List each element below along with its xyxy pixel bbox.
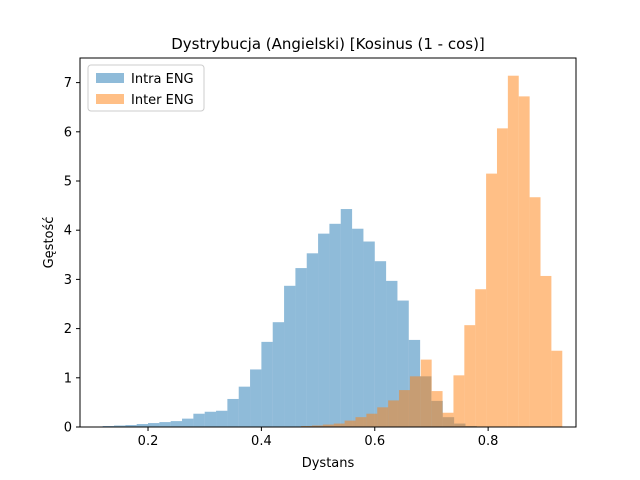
series-2-bar bbox=[377, 407, 389, 427]
series-2-bar bbox=[464, 325, 476, 427]
y-axis: 0 1 2 3 4 5 6 7 bbox=[64, 76, 80, 436]
series-1-bar bbox=[295, 268, 307, 427]
y-tick-label: 4 bbox=[64, 224, 72, 239]
x-axis: 0.2 0.4 0.6 0.8 bbox=[138, 427, 499, 449]
series-2-bar bbox=[442, 412, 454, 427]
series-1-bar bbox=[386, 280, 398, 427]
series-2-bar bbox=[399, 390, 410, 427]
legend-swatch bbox=[96, 73, 124, 83]
series-2-bar bbox=[475, 289, 487, 427]
series-1-bar bbox=[397, 300, 409, 427]
y-tick-label: 0 bbox=[64, 421, 72, 436]
bars-layer bbox=[102, 75, 563, 428]
legend-label: Inter ENG bbox=[131, 93, 194, 108]
series-1-bar bbox=[340, 209, 353, 427]
series-2-bar bbox=[409, 376, 421, 427]
series-2-bar bbox=[311, 425, 323, 427]
series-1-bar bbox=[125, 425, 137, 427]
series-2-bar bbox=[518, 96, 530, 427]
y-tick-label: 7 bbox=[64, 76, 72, 91]
series-1-bar bbox=[136, 424, 149, 427]
legend: Intra ENG Inter ENG bbox=[87, 64, 205, 112]
series-1-bar bbox=[363, 241, 375, 427]
series-1-bar bbox=[272, 322, 285, 427]
series-2-bar bbox=[431, 391, 443, 427]
series-1-bar bbox=[352, 228, 364, 427]
series-1-bar bbox=[329, 223, 341, 427]
series-1-bar bbox=[159, 422, 171, 427]
series-1-bar bbox=[261, 341, 273, 427]
series-1-bar bbox=[306, 253, 319, 427]
series-1-bar bbox=[182, 418, 194, 427]
series-1-bar bbox=[204, 411, 217, 427]
series-2-bar bbox=[344, 420, 356, 427]
series-2-bar bbox=[551, 350, 563, 427]
x-axis-label: Dystans bbox=[302, 456, 355, 471]
series-2-bar bbox=[333, 423, 345, 427]
series-1-bar bbox=[193, 413, 205, 427]
series-1-bar bbox=[114, 425, 126, 427]
axes-frame bbox=[79, 57, 577, 428]
series-1-bar bbox=[374, 261, 387, 427]
legend-label: Intra ENG bbox=[131, 72, 194, 87]
series-2-bar bbox=[507, 75, 519, 428]
x-tick-label: 0.6 bbox=[364, 434, 385, 449]
y-tick-label: 3 bbox=[64, 273, 72, 288]
chart-title: Dystrybucja (Angielski) [Kosinus (1 - co… bbox=[171, 35, 485, 53]
series-2-bar bbox=[388, 400, 400, 427]
series-2-bar bbox=[486, 173, 497, 427]
series-2-bar bbox=[322, 424, 334, 427]
plot-area bbox=[79, 57, 577, 428]
series-1-bar bbox=[216, 410, 228, 427]
series-2-bar bbox=[529, 197, 541, 427]
x-tick-label: 0.8 bbox=[478, 434, 499, 449]
series-2-bar bbox=[366, 413, 378, 427]
series-1-bar bbox=[227, 398, 239, 427]
legend-swatch bbox=[96, 94, 124, 104]
series-1-bar bbox=[238, 386, 251, 427]
x-tick-label: 0.2 bbox=[138, 434, 159, 449]
y-tick-label: 1 bbox=[64, 371, 72, 386]
series-2-bar bbox=[355, 417, 367, 427]
y-tick-label: 5 bbox=[64, 175, 72, 190]
series-2-bars bbox=[301, 75, 563, 428]
x-tick-label: 0.4 bbox=[251, 434, 272, 449]
series-1-bar bbox=[318, 233, 330, 427]
series-1-bars bbox=[102, 209, 477, 427]
series-1-bar bbox=[250, 369, 262, 427]
y-axis-label: Gęstość bbox=[42, 217, 57, 269]
series-2-bar bbox=[496, 128, 508, 428]
series-1-bar bbox=[284, 285, 296, 427]
y-tick-label: 2 bbox=[64, 322, 72, 337]
series-1-bar bbox=[148, 423, 160, 427]
series-2-bar bbox=[420, 359, 432, 427]
series-2-bar bbox=[453, 375, 465, 427]
series-2-bar bbox=[540, 275, 552, 427]
y-tick-label: 6 bbox=[64, 125, 72, 140]
series-1-bar bbox=[170, 421, 183, 427]
